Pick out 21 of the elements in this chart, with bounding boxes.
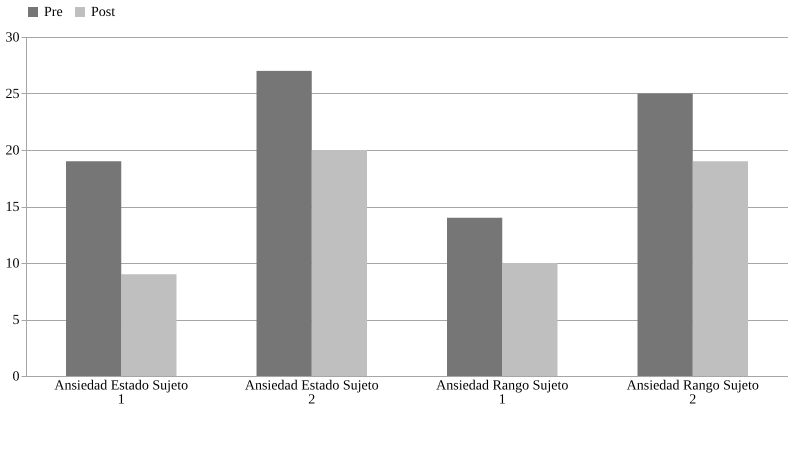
bar (312, 150, 367, 376)
y-tick-label: 15 (6, 200, 20, 215)
bar (638, 94, 693, 376)
x-tick-label: Ansiedad Rango Sujeto 2 (626, 378, 759, 408)
x-tick-label: Ansiedad Estado Sujeto 1 (54, 378, 188, 408)
y-tick-label: 25 (6, 87, 20, 102)
x-tick-label: Ansiedad Estado Sujeto 2 (244, 378, 379, 408)
legend-label: Pre (44, 5, 63, 20)
bar (502, 263, 558, 376)
y-tick-label: 30 (6, 30, 20, 46)
y-tick-label: 10 (6, 256, 20, 272)
bar (121, 274, 176, 376)
y-tick-label: 20 (6, 144, 20, 158)
legend-label: Post (91, 5, 116, 20)
bar (447, 218, 502, 376)
bar (66, 161, 122, 376)
y-tick-label: 0 (12, 370, 20, 384)
bar (256, 70, 312, 376)
y-tick-label: 5 (12, 313, 20, 328)
x-tick-label: Ansiedad Rango Sujeto 1 (436, 378, 568, 408)
bar (692, 161, 748, 376)
